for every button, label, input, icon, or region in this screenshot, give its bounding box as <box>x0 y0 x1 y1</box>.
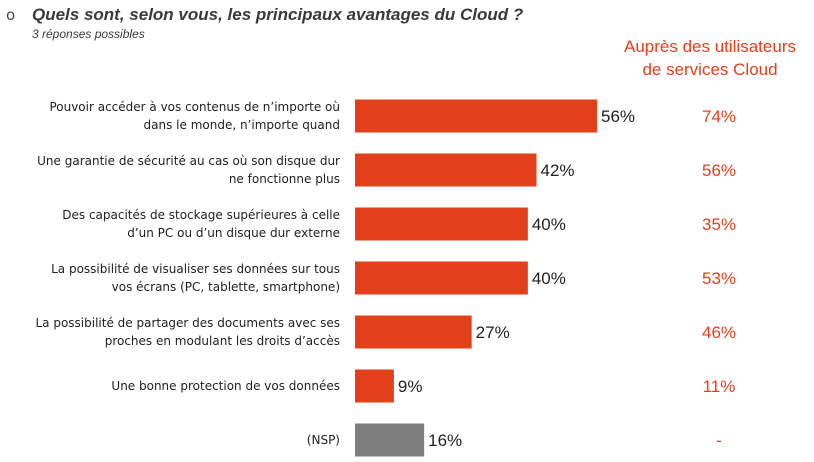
category-label: (NSP) <box>307 433 340 447</box>
side-value: - <box>716 431 722 450</box>
side-value: 74% <box>702 107 736 126</box>
category-label: proches en modulant les droits d’accès <box>105 334 340 348</box>
side-value: 46% <box>702 323 736 342</box>
value-label: 40% <box>532 215 566 234</box>
value-label: 42% <box>541 161 575 180</box>
side-header-line-2: de services Cloud <box>642 60 778 79</box>
value-label: 56% <box>601 107 635 126</box>
side-column-header: Auprès des utilisateurs de services Clou… <box>605 35 814 81</box>
side-value: 56% <box>702 161 736 180</box>
value-label: 16% <box>428 431 462 450</box>
category-label: d’un PC ou d’un disque dur externe <box>127 226 340 240</box>
side-value: 35% <box>702 215 736 234</box>
category-label: Une garantie de sécurité au cas où son d… <box>37 154 340 168</box>
category-label: Une bonne protection de vos données <box>111 379 340 393</box>
category-label: La possibilité de partager des documents… <box>35 316 340 330</box>
bar <box>355 99 597 133</box>
category-label: La possibilité de visualiser ses données… <box>51 262 340 276</box>
bar <box>355 423 425 457</box>
bar <box>355 207 528 241</box>
bar <box>355 261 528 295</box>
side-value: 11% <box>703 377 736 396</box>
title-bullet: o <box>6 6 16 24</box>
bar <box>355 153 537 187</box>
chart-title: Quels sont, selon vous, les principaux a… <box>32 5 524 24</box>
chart-subtitle: 3 réponses possibles <box>32 27 145 41</box>
category-label: Pouvoir accéder à vos contenus de n’impo… <box>49 100 340 114</box>
category-label: Des capacités de stockage supérieures à … <box>62 208 340 222</box>
value-label: 27% <box>476 323 510 342</box>
side-value: 53% <box>702 269 736 288</box>
value-label: 40% <box>532 269 566 288</box>
category-label: ne fonctionne plus <box>229 172 340 186</box>
value-label: 9% <box>398 377 423 396</box>
side-header-line-1: Auprès des utilisateurs <box>624 37 796 56</box>
category-label: dans le monde, n’importe quand <box>144 118 340 132</box>
bar <box>355 369 394 403</box>
category-label: vos écrans (PC, tablette, smartphone) <box>112 280 340 294</box>
bar <box>355 315 472 349</box>
